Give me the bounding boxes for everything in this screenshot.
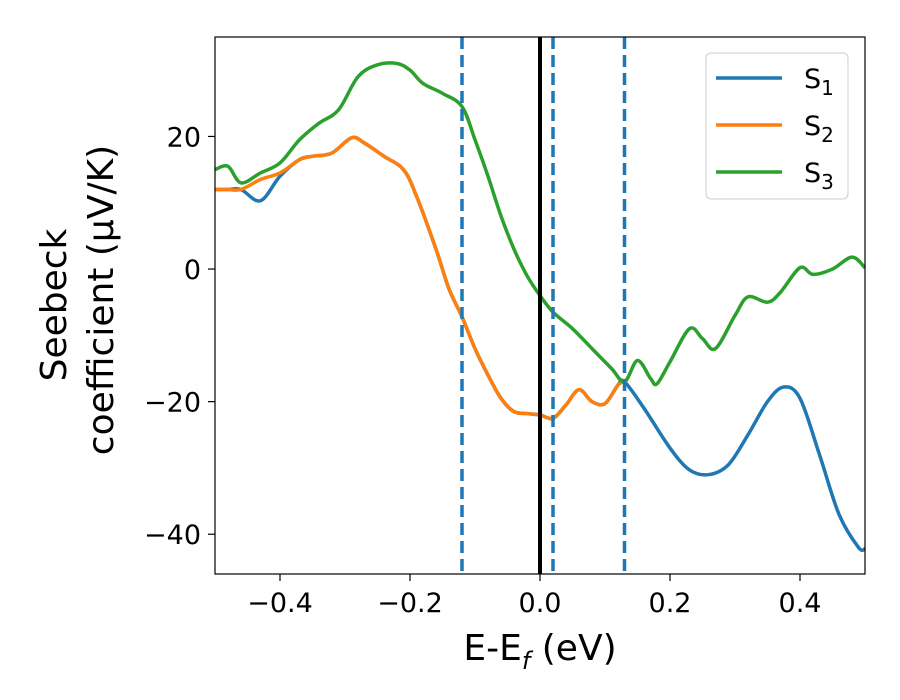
x-axis-label-main: E-E	[463, 628, 521, 669]
plot-lines	[215, 61, 865, 553]
x-axis-ticks: −0.4 −0.2 0.0 0.2 0.4	[247, 574, 821, 619]
x-tick-label: −0.2	[377, 588, 443, 619]
legend-label-s1: S1	[804, 64, 834, 100]
y-tick-label: 20	[167, 122, 201, 153]
y-axis-label-line2: coefficient (μV/K)	[81, 145, 122, 455]
x-tick-label: −0.4	[247, 588, 313, 619]
x-tick-label: 0.4	[779, 588, 822, 619]
reference-lines	[460, 37, 627, 574]
x-axis-label: E-Ef (eV)	[463, 628, 616, 675]
y-tick-label: 0	[184, 255, 201, 286]
series-line-s3	[215, 61, 865, 387]
legend-label-s2: S2	[804, 111, 834, 147]
x-tick-label: 0.2	[649, 588, 692, 619]
legend: S1 S2 S3	[705, 52, 849, 200]
legend-label-s3: S3	[804, 158, 834, 194]
series-line-s2	[215, 135, 626, 421]
x-tick-label: 0.0	[519, 588, 562, 619]
x-axis-label-unit: (eV)	[530, 628, 616, 669]
y-tick-label: −20	[144, 388, 201, 419]
y-tick-label: −40	[144, 520, 201, 551]
y-axis-label-line1: Seebeck	[34, 228, 75, 381]
y-axis-ticks: −40 −20 0 20	[144, 122, 215, 551]
